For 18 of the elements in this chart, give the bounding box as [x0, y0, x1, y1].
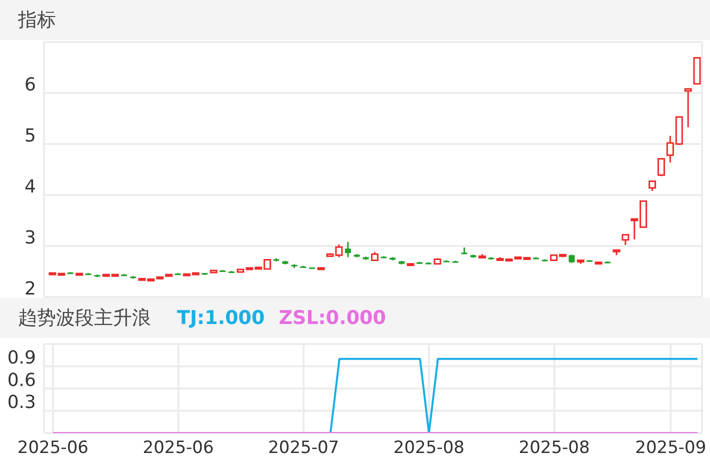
x-tick-label: 2025-09	[635, 438, 706, 458]
chart-title: 趋势波段主升浪	[18, 306, 151, 331]
y-tick-label: 4	[24, 176, 36, 198]
x-tick-label: 2025-06	[142, 438, 214, 458]
x-tick-label: 2025-07	[268, 438, 340, 458]
x-tick-label: 2025-08	[518, 438, 590, 458]
y-tick-label: 6	[24, 74, 36, 96]
y-tick-label: 3	[24, 227, 36, 248]
text: ZSL:0.000	[278, 307, 386, 329]
y-tick-label: 0.6	[7, 370, 36, 391]
y-tick-label: 2	[24, 278, 36, 300]
chart-title: 指标	[18, 8, 56, 33]
y-tick-label: 5	[24, 125, 36, 146]
x-tick-label: 2025-08	[393, 438, 464, 458]
text: TJ:1.000	[177, 307, 265, 329]
y-tick-label: 0.3	[7, 392, 36, 414]
y-tick-label: 0.9	[7, 348, 36, 369]
x-tick-label: 2025-06	[17, 438, 88, 458]
